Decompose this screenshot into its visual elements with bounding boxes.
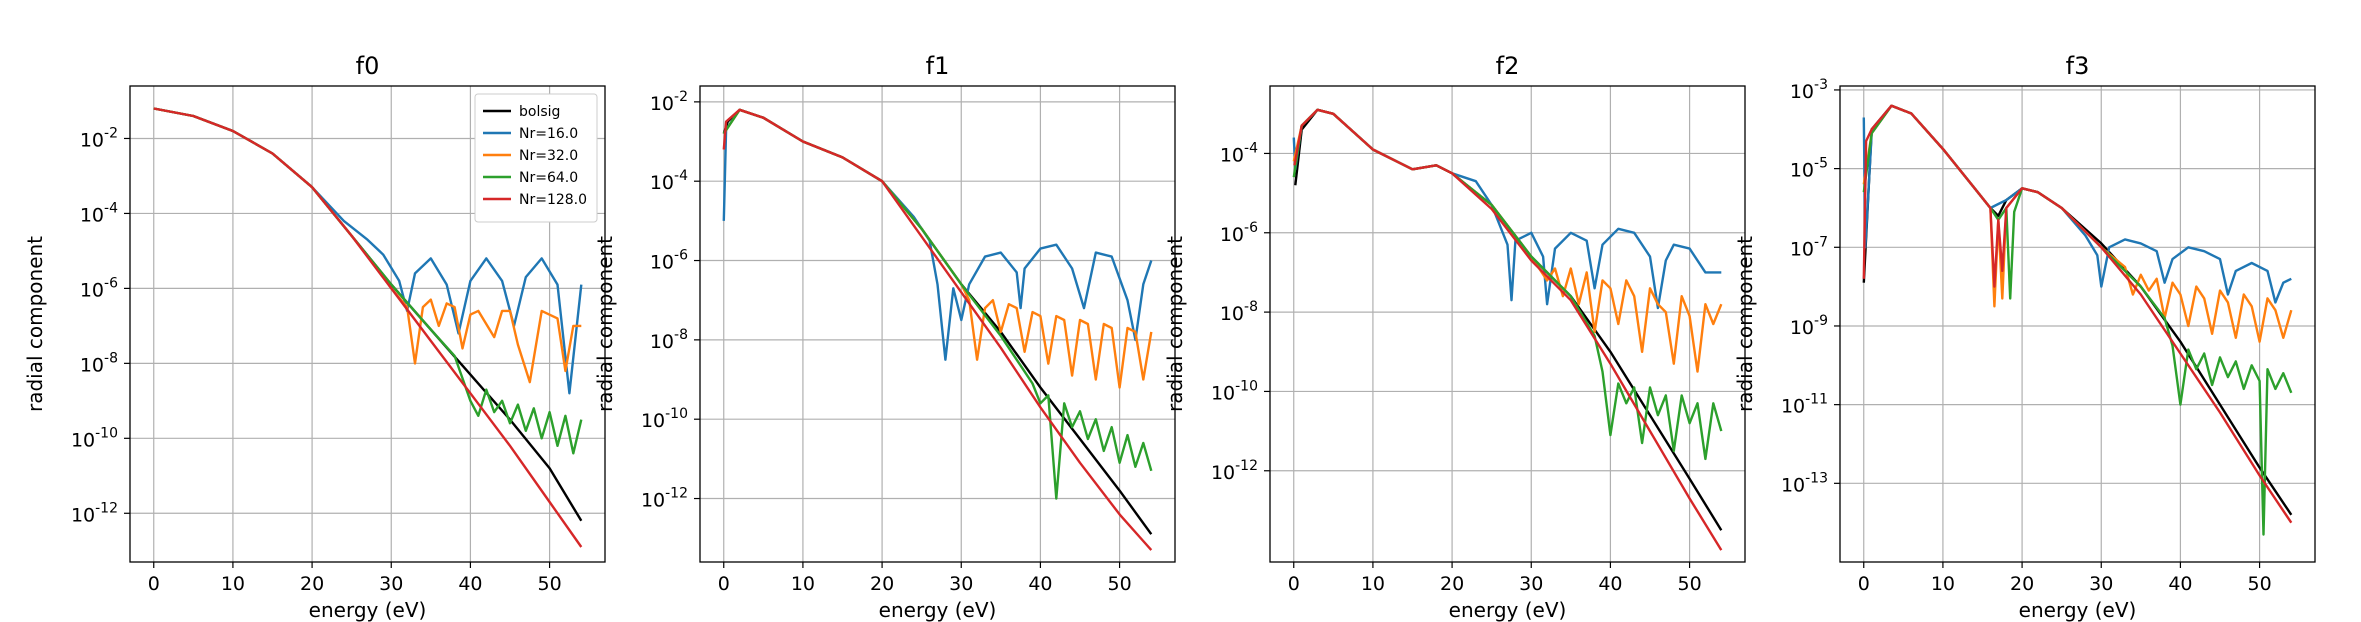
- x-tick-label: 30: [949, 573, 973, 595]
- legend-label: Nr=64.0: [519, 170, 578, 186]
- y-tick-label: 10-10: [1211, 378, 1258, 404]
- chart-panel-f1: 0 10 20 30 40 50 10-2 10-4 10-6 10-8 10-10 10-12 f1 e…: [593, 52, 1176, 622]
- y-tick-label: 10-4: [1220, 140, 1258, 166]
- series-line-nr-128-0: [1293, 108, 1723, 551]
- y-tick-label: 10-12: [641, 486, 688, 512]
- x-tick-label: 10: [791, 573, 815, 595]
- series-line-nr-16-0: [722, 108, 1153, 361]
- x-axis-label: energy (eV): [1449, 598, 1567, 622]
- series-line-nr-32-0: [1292, 108, 1723, 373]
- y-tick-label: 10-5: [1790, 156, 1828, 182]
- series-line-nr-64-0: [1292, 108, 1723, 461]
- x-tick-label: 50: [1107, 573, 1131, 595]
- chart-panel-f0: 0 10 20 30 40 50 10-2 10-4 10-6 10-8 10-10 10-12 f0 e…: [23, 52, 606, 622]
- y-tick-label: 10-8: [80, 350, 118, 376]
- series-line-nr-64-0: [1862, 104, 2293, 536]
- y-tick-label: 10-6: [1220, 220, 1258, 246]
- x-axis-label: energy (eV): [309, 598, 427, 622]
- axes-frame: [129, 85, 606, 563]
- x-tick-label: 40: [458, 573, 482, 595]
- y-tick-label: 10-4: [650, 168, 688, 194]
- y-tick-label: 10-12: [71, 500, 118, 526]
- y-tick-label: 10-10: [71, 425, 118, 451]
- x-axis-label: energy (eV): [2019, 598, 2137, 622]
- x-tick-label: 10: [1361, 573, 1385, 595]
- x-tick-label: 0: [718, 573, 730, 595]
- x-tick-label: 20: [1440, 573, 1464, 595]
- y-tick-label: 10-10: [641, 406, 688, 432]
- series-line-nr-32-0: [722, 108, 1153, 389]
- y-tick-label: 10-13: [1781, 470, 1828, 496]
- x-tick-label: 20: [300, 573, 324, 595]
- y-tick-label: 10-12: [1211, 458, 1258, 484]
- series-line-bolsig: [1294, 108, 1723, 531]
- legend-box: [474, 93, 598, 223]
- legend: bolsig Nr=16.0 Nr=32.0 Nr=64.0 Nr=128.0: [474, 93, 598, 223]
- y-tick-label: 10-6: [80, 275, 118, 301]
- x-tick-label: 30: [379, 573, 403, 595]
- y-axis-label: radial component: [23, 236, 47, 412]
- y-tick-label: 10-6: [650, 248, 688, 274]
- series-line-bolsig: [1862, 104, 2293, 516]
- x-tick-label: 30: [1519, 573, 1543, 595]
- chart-panel-f2: 0 10 20 30 40 50 10-4 10-6 10-8 10-10 10-12 f2 energ…: [1163, 52, 1746, 622]
- series-line-nr-64-0: [722, 108, 1153, 500]
- chart-title: f1: [926, 52, 950, 80]
- y-tick-label: 10-2: [80, 125, 118, 151]
- x-tick-label: 40: [1598, 573, 1622, 595]
- series-line-nr-128-0: [722, 108, 1153, 551]
- x-tick-label: 0: [1858, 573, 1870, 595]
- x-tick-label: 0: [148, 573, 160, 595]
- x-tick-label: 50: [1677, 573, 1701, 595]
- y-tick-label: 10-8: [1220, 299, 1258, 325]
- y-tick-label: 10-9: [1790, 313, 1828, 339]
- x-tick-label: 40: [1028, 573, 1052, 595]
- x-tick-label: 50: [537, 573, 561, 595]
- chart-title: f0: [356, 52, 380, 80]
- series-line-nr-16-0: [1862, 104, 2292, 304]
- y-tick-label: 10-4: [80, 200, 118, 226]
- y-tick-label: 10-2: [650, 89, 688, 115]
- axes-frame: [1269, 85, 1746, 563]
- legend-label: bolsig: [519, 104, 560, 120]
- y-tick-label: 10-3: [1790, 77, 1828, 103]
- chart-panel-f3: 0 10 20 30 40 50 10-3 10-5 10-7 10-9 10-11 10-13 f3 e…: [1733, 52, 2316, 622]
- x-tick-label: 50: [2247, 573, 2271, 595]
- axes-frame: [1839, 85, 2316, 563]
- x-tick-label: 10: [221, 573, 245, 595]
- x-tick-label: 30: [2089, 573, 2113, 595]
- y-tick-label: 10-8: [650, 327, 688, 353]
- series-line-nr-128-0: [153, 107, 583, 548]
- x-tick-label: 10: [1931, 573, 1955, 595]
- y-axis-label: radial component: [1163, 236, 1187, 412]
- y-tick-label: 10-7: [1790, 234, 1828, 260]
- chart-title: f2: [1496, 52, 1520, 80]
- y-tick-label: 10-11: [1781, 392, 1828, 418]
- legend-label: Nr=32.0: [519, 148, 578, 164]
- y-axis-label: radial component: [1733, 236, 1757, 412]
- legend-label: Nr=16.0: [519, 126, 578, 142]
- x-tick-label: 20: [870, 573, 894, 595]
- axes-frame: [699, 85, 1176, 563]
- x-tick-label: 20: [2010, 573, 2034, 595]
- x-axis-label: energy (eV): [879, 598, 997, 622]
- x-tick-label: 40: [2168, 573, 2192, 595]
- chart-title: f3: [2066, 52, 2090, 80]
- x-tick-label: 0: [1288, 573, 1300, 595]
- series-line-nr-128-0: [1862, 104, 2293, 524]
- y-axis-label: radial component: [593, 236, 617, 412]
- series-line-nr-16-0: [1292, 108, 1722, 310]
- legend-label: Nr=128.0: [519, 192, 587, 208]
